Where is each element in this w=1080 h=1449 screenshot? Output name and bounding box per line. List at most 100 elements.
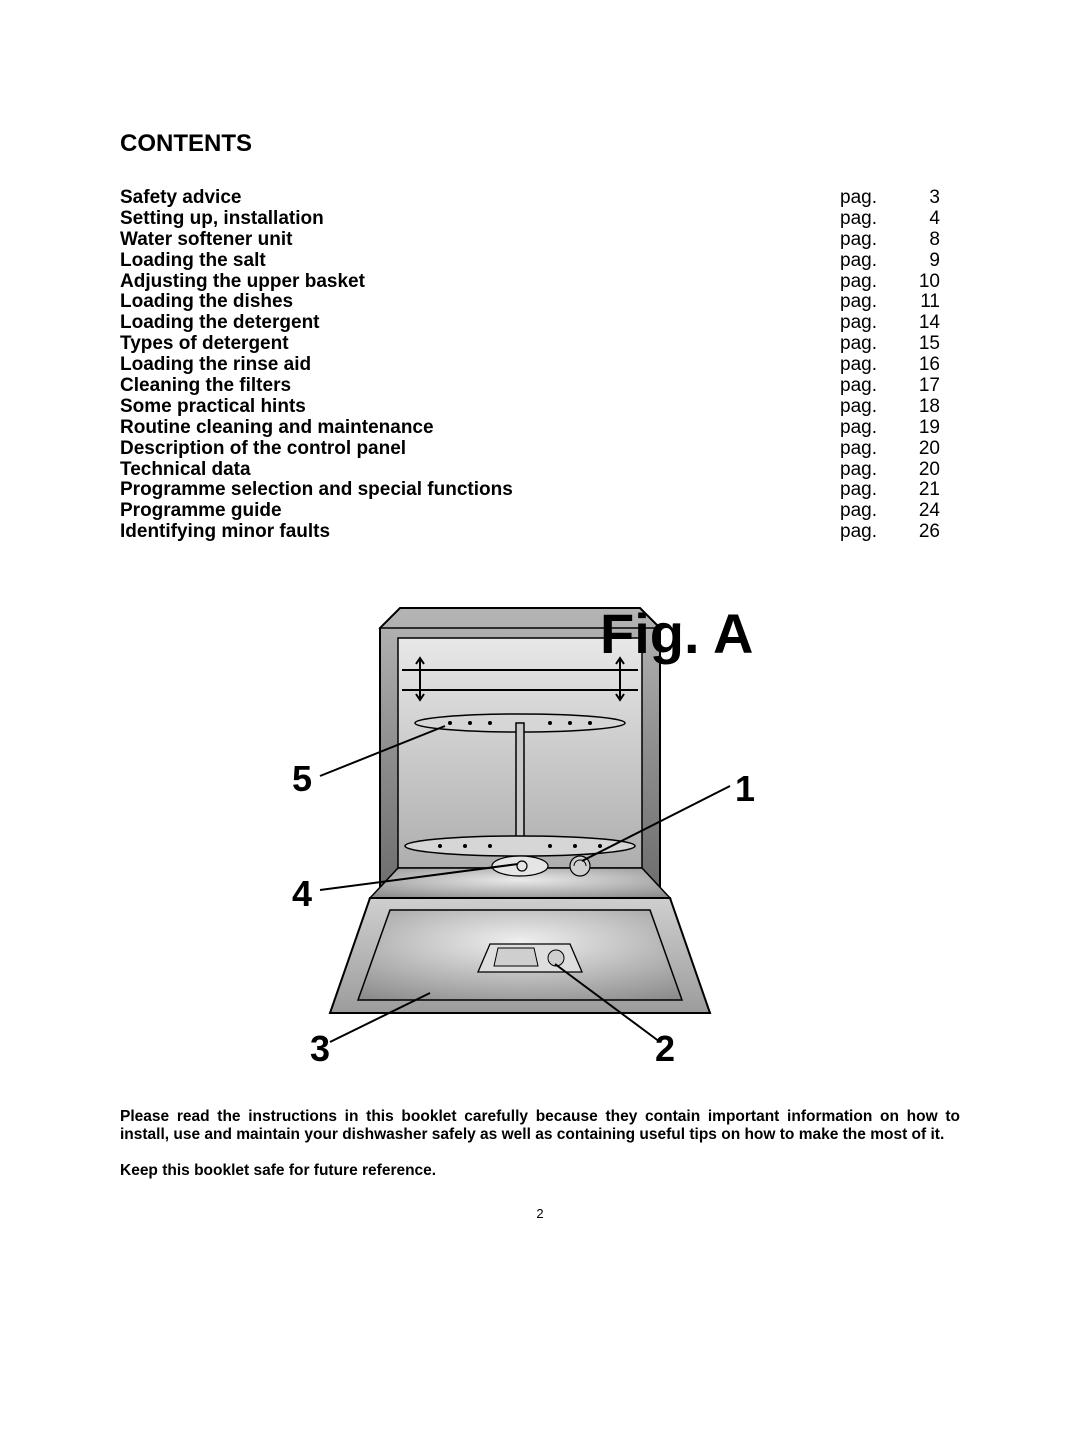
toc-right: pag.19 <box>840 418 960 439</box>
toc-pag-label: pag. <box>840 480 900 501</box>
callout-1: 1 <box>735 768 755 810</box>
toc-title: Description of the control panel <box>120 439 840 460</box>
toc-pag-label: pag. <box>840 209 900 230</box>
toc-title: Technical data <box>120 460 840 481</box>
toc-title: Setting up, installation <box>120 209 840 230</box>
toc-row: Adjusting the upper basketpag.10 <box>120 272 960 293</box>
toc-row: Loading the detergentpag.14 <box>120 313 960 334</box>
toc-pag-label: pag. <box>840 313 900 334</box>
page-title: CONTENTS <box>120 130 960 158</box>
toc-row: Routine cleaning and maintenancepag.19 <box>120 418 960 439</box>
page-number: 2 <box>120 1206 960 1221</box>
toc-title: Loading the detergent <box>120 313 840 334</box>
toc-pag-label: pag. <box>840 439 900 460</box>
toc-row: Description of the control panelpag.20 <box>120 439 960 460</box>
toc-right: pag.9 <box>840 251 960 272</box>
toc-page-number: 19 <box>900 418 940 439</box>
toc-right: pag.15 <box>840 334 960 355</box>
toc-row: Programme guidepag.24 <box>120 501 960 522</box>
toc-row: Programme selection and special function… <box>120 480 960 501</box>
figure-label: Fig. A <box>600 606 753 662</box>
toc-page-number: 26 <box>900 522 940 543</box>
toc-row: Cleaning the filterspag.17 <box>120 376 960 397</box>
toc-pag-label: pag. <box>840 292 900 313</box>
toc-pag-label: pag. <box>840 397 900 418</box>
callout-5: 5 <box>292 758 312 800</box>
callout-3: 3 <box>310 1028 330 1070</box>
toc-pag-label: pag. <box>840 188 900 209</box>
manual-page: CONTENTS Safety advicepag.3Setting up, i… <box>0 0 1080 1449</box>
toc-pag-label: pag. <box>840 230 900 251</box>
toc-row: Safety advicepag.3 <box>120 188 960 209</box>
toc-pag-label: pag. <box>840 355 900 376</box>
figure-a-wrap: Fig. A 1 2 3 4 5 <box>120 598 960 1068</box>
toc-row: Types of detergentpag.15 <box>120 334 960 355</box>
toc-title: Programme selection and special function… <box>120 480 840 501</box>
toc-pag-label: pag. <box>840 418 900 439</box>
table-of-contents: Safety advicepag.3Setting up, installati… <box>120 188 960 543</box>
toc-title: Cleaning the filters <box>120 376 840 397</box>
keep-booklet-note: Keep this booklet safe for future refere… <box>120 1162 960 1180</box>
toc-title: Some practical hints <box>120 397 840 418</box>
toc-page-number: 14 <box>900 313 940 334</box>
toc-page-number: 11 <box>900 292 940 313</box>
toc-right: pag.16 <box>840 355 960 376</box>
toc-pag-label: pag. <box>840 272 900 293</box>
figure-a: Fig. A 1 2 3 4 5 <box>280 598 800 1068</box>
toc-pag-label: pag. <box>840 251 900 272</box>
toc-row: Loading the dishespag.11 <box>120 292 960 313</box>
toc-title: Water softener unit <box>120 230 840 251</box>
toc-page-number: 20 <box>900 460 940 481</box>
toc-right: pag.3 <box>840 188 960 209</box>
toc-page-number: 20 <box>900 439 940 460</box>
toc-page-number: 24 <box>900 501 940 522</box>
toc-row: Water softener unitpag.8 <box>120 230 960 251</box>
toc-title: Routine cleaning and maintenance <box>120 418 840 439</box>
toc-title: Loading the rinse aid <box>120 355 840 376</box>
callout-4: 4 <box>292 873 312 915</box>
toc-right: pag.18 <box>840 397 960 418</box>
toc-page-number: 3 <box>900 188 940 209</box>
toc-row: Identifying minor faultspag.26 <box>120 522 960 543</box>
toc-title: Programme guide <box>120 501 840 522</box>
toc-pag-label: pag. <box>840 501 900 522</box>
toc-right: pag.14 <box>840 313 960 334</box>
toc-right: pag.17 <box>840 376 960 397</box>
toc-page-number: 16 <box>900 355 940 376</box>
toc-title: Safety advice <box>120 188 840 209</box>
toc-pag-label: pag. <box>840 460 900 481</box>
toc-row: Setting up, installationpag.4 <box>120 209 960 230</box>
toc-right: pag.4 <box>840 209 960 230</box>
toc-page-number: 18 <box>900 397 940 418</box>
toc-page-number: 9 <box>900 251 940 272</box>
toc-pag-label: pag. <box>840 376 900 397</box>
intro-paragraph: Please read the instructions in this boo… <box>120 1108 960 1144</box>
toc-right: pag.20 <box>840 439 960 460</box>
toc-title: Identifying minor faults <box>120 522 840 543</box>
toc-page-number: 8 <box>900 230 940 251</box>
toc-title: Loading the dishes <box>120 292 840 313</box>
toc-page-number: 15 <box>900 334 940 355</box>
toc-title: Types of detergent <box>120 334 840 355</box>
dishwasher-diagram <box>280 598 800 1068</box>
toc-right: pag.20 <box>840 460 960 481</box>
toc-page-number: 10 <box>900 272 940 293</box>
toc-row: Some practical hintspag.18 <box>120 397 960 418</box>
toc-right: pag.24 <box>840 501 960 522</box>
toc-page-number: 4 <box>900 209 940 230</box>
toc-pag-label: pag. <box>840 522 900 543</box>
toc-right: pag.11 <box>840 292 960 313</box>
toc-right: pag.8 <box>840 230 960 251</box>
toc-title: Adjusting the upper basket <box>120 272 840 293</box>
toc-row: Loading the saltpag.9 <box>120 251 960 272</box>
toc-right: pag.26 <box>840 522 960 543</box>
callout-2: 2 <box>655 1028 675 1070</box>
toc-pag-label: pag. <box>840 334 900 355</box>
toc-page-number: 17 <box>900 376 940 397</box>
toc-title: Loading the salt <box>120 251 840 272</box>
toc-right: pag.21 <box>840 480 960 501</box>
toc-right: pag.10 <box>840 272 960 293</box>
toc-row: Loading the rinse aidpag.16 <box>120 355 960 376</box>
toc-row: Technical datapag.20 <box>120 460 960 481</box>
toc-page-number: 21 <box>900 480 940 501</box>
